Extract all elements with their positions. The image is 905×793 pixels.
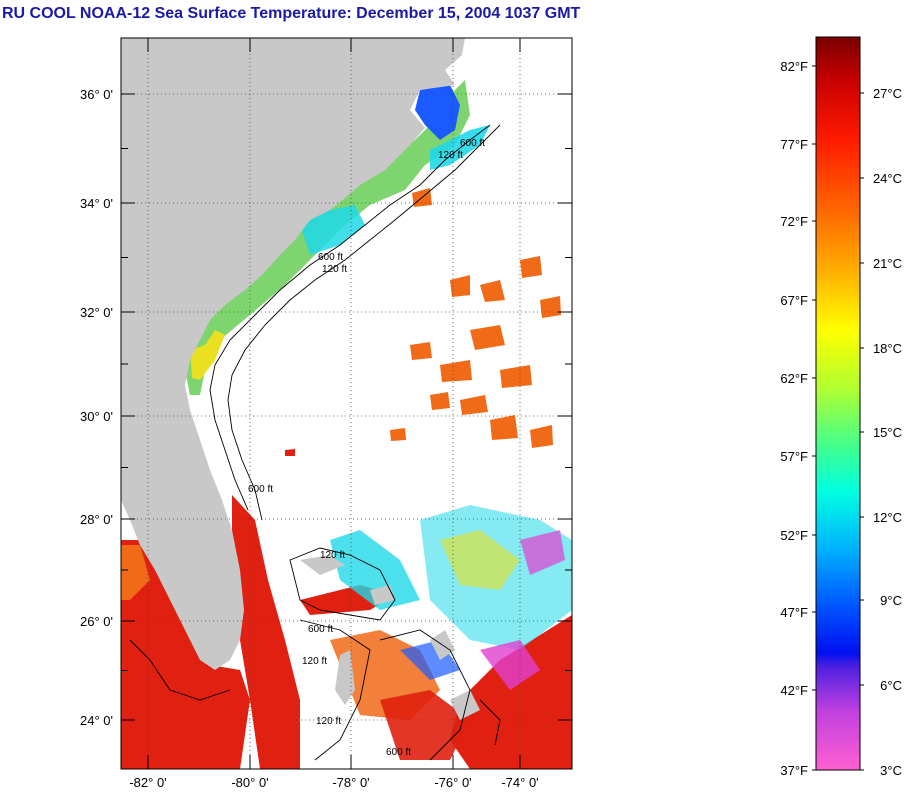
celsius-label: 27°C	[873, 86, 902, 101]
fahrenheit-label: 72°F	[780, 214, 808, 229]
celsius-label: 21°C	[873, 256, 902, 271]
contour-label: 600 ft	[386, 747, 411, 758]
fahrenheit-label: 77°F	[780, 137, 808, 152]
celsius-label: 15°C	[873, 425, 902, 440]
fahrenheit-label: 42°F	[780, 683, 808, 698]
page-title: RU COOL NOAA-12 Sea Surface Temperature:…	[2, 5, 581, 22]
fahrenheit-label: 82°F	[780, 59, 808, 74]
gulf-orange-water	[121, 545, 150, 600]
fahrenheit-label: 37°F	[780, 763, 808, 778]
fahrenheit-label: 62°F	[780, 371, 808, 386]
latitude-label: 34° 0'	[80, 196, 113, 211]
celsius-label: 18°C	[873, 341, 902, 356]
contour-labels: 120 ft 600 ft 600 ft 120 ft 600 ft 120 f…	[248, 138, 485, 758]
latitude-label: 36° 0'	[80, 87, 113, 102]
fahrenheit-label: 57°F	[780, 449, 808, 464]
longitude-label: -76° 0'	[434, 775, 471, 790]
bahamas-islands	[300, 555, 480, 720]
latitude-label: 30° 0'	[80, 409, 113, 424]
longitude-label: -74° 0'	[501, 775, 538, 790]
celsius-scale: 27°C 24°C 21°C 18°C 15°C 12°C 9°C 6°C 3°…	[873, 86, 902, 778]
longitude-label: -82° 0'	[129, 775, 166, 790]
fahrenheit-label: 52°F	[780, 528, 808, 543]
nearshore-yellow-water	[190, 330, 225, 380]
celsius-label: 6°C	[880, 678, 902, 693]
celsius-label: 24°C	[873, 171, 902, 186]
axis-ticks	[121, 38, 572, 769]
pamlico-sound-water	[415, 85, 460, 140]
scattered-sst-patches	[213, 188, 572, 760]
colorbar-gradient	[815, 36, 861, 771]
fahrenheit-scale: 82°F 77°F 72°F 67°F 62°F 57°F 52°F 47°F …	[780, 59, 808, 778]
latitude-label: 28° 0'	[80, 512, 113, 527]
colorbar-ticks	[812, 65, 864, 771]
longitude-label: -80° 0'	[231, 775, 268, 790]
celsius-label: 9°C	[880, 593, 902, 608]
gulf-stream-warm-band	[232, 495, 300, 769]
contour-label: 120 ft	[302, 656, 327, 667]
contour-label: 600 ft	[248, 484, 273, 495]
southeast-us-landmass	[121, 38, 465, 670]
latitude-label: 32° 0'	[80, 305, 113, 320]
fahrenheit-label: 67°F	[780, 293, 808, 308]
contour-label: 120 ft	[316, 716, 341, 727]
longitude-axis: -82° 0' -80° 0' -78° 0' -76° 0' -74° 0'	[129, 775, 538, 790]
latitude-label: 26° 0'	[80, 614, 113, 629]
depth-contour-lines	[129, 124, 501, 761]
latitude-label: 24° 0'	[80, 713, 113, 728]
longitude-label: -78° 0'	[332, 775, 369, 790]
southeast-warm-water	[450, 615, 572, 769]
contour-label: 120 ft	[322, 264, 347, 275]
contour-label: 600 ft	[318, 252, 343, 263]
gulf-warm-water	[121, 540, 250, 769]
contour-label: 600 ft	[460, 138, 485, 149]
latitude-axis: 36° 0' 34° 0' 32° 0' 30° 0' 28° 0' 26° 0…	[80, 87, 113, 728]
celsius-label: 12°C	[873, 510, 902, 525]
temperature-colorbar: 82°F 77°F 72°F 67°F 62°F 57°F 52°F 47°F …	[780, 36, 902, 778]
map-field: 120 ft 600 ft 600 ft 120 ft 600 ft 120 f…	[121, 38, 572, 769]
contour-label: 120 ft	[438, 150, 463, 161]
fahrenheit-label: 47°F	[780, 605, 808, 620]
map-frame	[120, 37, 573, 770]
nearshore-cyan-water	[300, 205, 365, 255]
celsius-label: 3°C	[880, 763, 902, 778]
contour-label: 120 ft	[320, 550, 345, 561]
contour-label: 600 ft	[308, 624, 333, 635]
